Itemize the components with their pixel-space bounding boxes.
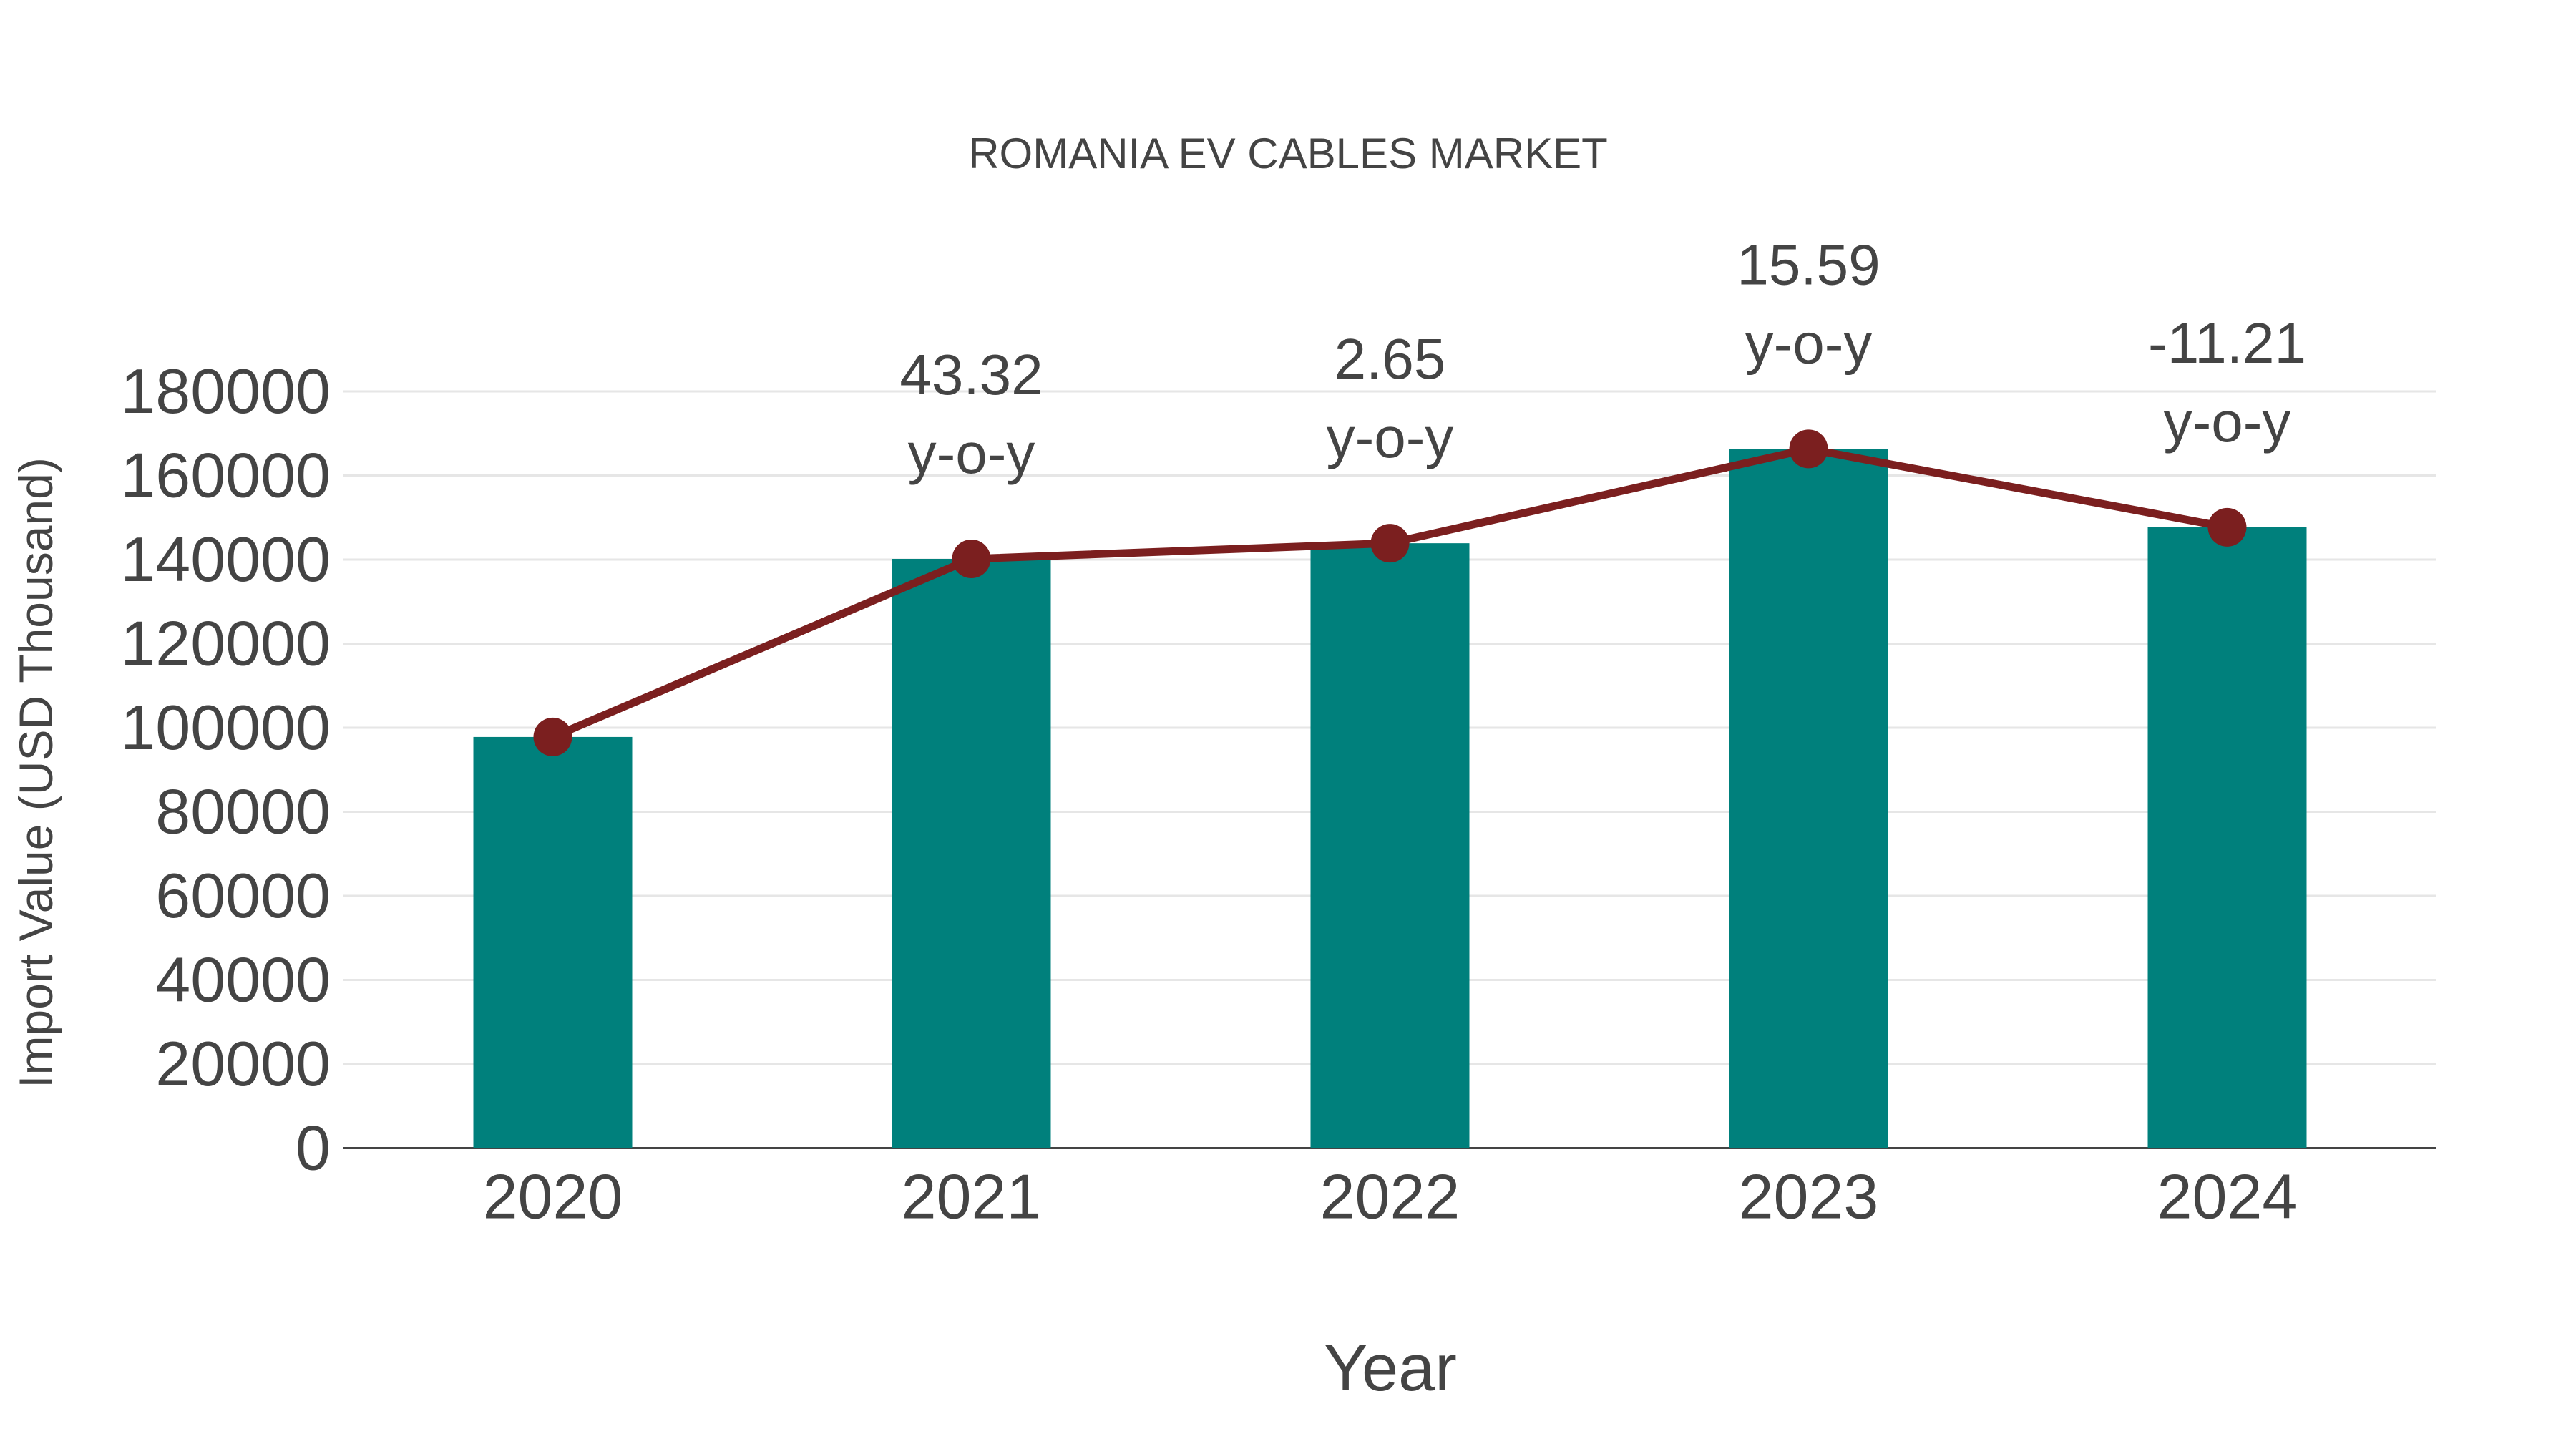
x-tick-label: 2020 bbox=[483, 1161, 623, 1232]
x-axis-label: Year bbox=[1324, 1332, 1457, 1405]
yoy-suffix: y-o-y bbox=[1745, 311, 1873, 375]
y-tick-label: 120000 bbox=[120, 608, 331, 679]
y-tick-label: 180000 bbox=[120, 356, 331, 426]
x-tick-label: 2021 bbox=[902, 1161, 1042, 1232]
trend-point-2022 bbox=[1370, 524, 1410, 563]
y-tick-label: 20000 bbox=[155, 1028, 331, 1099]
yoy-value: 15.59 bbox=[1737, 233, 1880, 296]
x-tick-label: 2022 bbox=[1320, 1161, 1460, 1232]
bar-2024 bbox=[2147, 527, 2307, 1148]
bar-2021 bbox=[892, 559, 1051, 1148]
yoy-suffix: y-o-y bbox=[2164, 390, 2291, 454]
x-tick-label: 2023 bbox=[1739, 1161, 1879, 1232]
bar-2023 bbox=[1729, 449, 1888, 1148]
y-tick-label: 0 bbox=[296, 1113, 331, 1184]
y-tick-label: 160000 bbox=[120, 440, 331, 511]
bar-2020 bbox=[473, 736, 633, 1148]
yoy-suffix: y-o-y bbox=[1327, 406, 1454, 469]
trend-point-2023 bbox=[1789, 429, 1828, 469]
x-tick-label: 2024 bbox=[2157, 1161, 2298, 1232]
y-tick-label: 100000 bbox=[120, 692, 331, 763]
yoy-value: 2.65 bbox=[1335, 327, 1446, 391]
y-tick-label: 80000 bbox=[155, 776, 331, 847]
trend-point-2021 bbox=[952, 540, 991, 579]
y-tick-label: 140000 bbox=[120, 524, 331, 595]
chart-title: ROMANIA EV CABLES MARKET bbox=[968, 130, 1608, 177]
yoy-suffix: y-o-y bbox=[908, 421, 1035, 485]
trend-point-2020 bbox=[533, 717, 572, 756]
y-tick-label: 40000 bbox=[155, 945, 331, 1015]
yoy-value: 43.32 bbox=[899, 343, 1043, 406]
bar-2022 bbox=[1310, 543, 1470, 1148]
y-tick-label: 60000 bbox=[155, 860, 331, 931]
trend-point-2024 bbox=[2207, 507, 2247, 547]
yoy-value: -11.21 bbox=[2148, 311, 2306, 375]
